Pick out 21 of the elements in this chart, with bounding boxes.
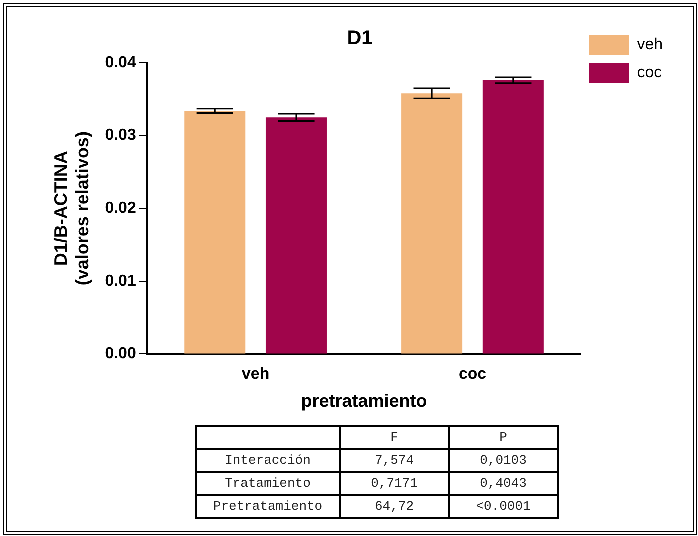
text: Interacción	[196, 449, 340, 472]
text: <0.0001	[449, 495, 558, 518]
text: F	[340, 426, 449, 449]
text: Tratamiento	[196, 472, 340, 495]
text: 7,574	[340, 449, 449, 472]
y-tick-label: 0.04	[105, 54, 136, 72]
legend-label: veh	[637, 36, 663, 54]
text: 64,72	[340, 495, 449, 518]
y-tick-label: 0.03	[105, 127, 136, 144]
y-tick-label: 0.00	[105, 346, 136, 363]
y-tick-label: 0.01	[105, 272, 136, 290]
y-axis-title: D1/B-ACTINA (valores relativos)	[50, 132, 92, 286]
text: P	[449, 426, 558, 449]
text: 0,0103	[449, 449, 558, 472]
text: Pretratamiento	[196, 495, 340, 518]
y-tick-label: 0.02	[105, 200, 136, 218]
x-axis-title: pretratamiento	[301, 391, 428, 412]
chart-title: D1	[347, 28, 373, 50]
text: 0,7171	[340, 472, 449, 495]
text: 0,4043	[449, 472, 558, 495]
legend-label: coc	[637, 64, 662, 82]
